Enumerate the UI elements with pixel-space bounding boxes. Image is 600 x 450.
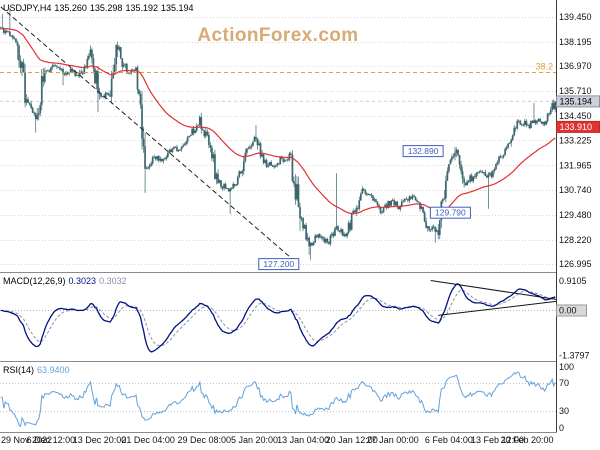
macd-value-signal: 0.3032 <box>99 276 127 286</box>
macd-indicator-label: MACD(12,26,9) 0.3023 0.3032 <box>3 276 130 286</box>
time-tick-label: 6 Feb 04:00 <box>425 435 473 445</box>
svg-text:135.194: 135.194 <box>560 96 593 106</box>
time-tick-label: 21 Dec 04:00 <box>121 435 175 445</box>
time-tick-label: 13 Dec 20:00 <box>73 435 127 445</box>
main-chart-overlays: 38.2 127.200 132.890 129.790 <box>0 6 556 271</box>
ohlc-high: 135.298 <box>89 3 123 13</box>
time-tick-label: 13 Jan 04:00 <box>277 435 329 445</box>
time-tick-label: 20 Feb 20:00 <box>500 435 553 445</box>
macd-tick-label: -1.3797 <box>559 350 590 360</box>
price-tick-label: 129.480 <box>559 210 592 220</box>
time-tick-label: 29 Nov 2022 <box>1 435 52 445</box>
price-tick-label: 136.970 <box>559 61 592 71</box>
macd-panel <box>0 280 557 353</box>
ohlc-open: 135.260 <box>54 3 87 13</box>
macd-trendline <box>438 300 557 316</box>
macd-trendline <box>430 280 557 300</box>
panel-separators <box>0 272 600 433</box>
price-axis[interactable]: 139.450 138.195 136.970 135.710 134.450 133.2… <box>556 0 600 433</box>
macd-tick-label: 0.00 <box>559 306 577 316</box>
symbol-period: USDJPY,H4 <box>3 3 52 13</box>
macd-value-main: 0.3023 <box>68 276 97 286</box>
price-tick-label: 133.225 <box>559 136 592 146</box>
price-tick-label: 134.450 <box>559 111 592 121</box>
rsi-panel <box>0 371 556 428</box>
price-tick-label: 126.995 <box>559 259 592 269</box>
macd-zero-label-box <box>556 304 587 317</box>
watermark: ActionForex.com <box>197 25 359 46</box>
rsi-value: 63.9400 <box>37 365 70 375</box>
price-annotation-box <box>429 206 471 219</box>
time-tick-label: 13 Feb 12:00 <box>471 435 524 445</box>
macd-signal-line <box>0 289 556 347</box>
descending-trendline <box>0 6 293 260</box>
fib-382-label: 38.2 <box>535 62 553 72</box>
price-annotation-box <box>402 145 444 158</box>
svg-text:129.790: 129.790 <box>435 208 466 218</box>
ohlc-low: 135.192 <box>125 3 158 13</box>
price-tick-label: 131.965 <box>559 161 592 171</box>
ohlc-close: 135.194 <box>161 3 194 13</box>
rsi-line <box>0 371 556 428</box>
price-tick-label: 138.195 <box>559 37 592 47</box>
price-tick-label: 128.220 <box>559 235 592 245</box>
symbol-ohlc-info: USDJPY,H4 135.260 135.298 135.192 135.194 <box>3 3 197 13</box>
time-tick-label: 20 Jan 12:00 <box>326 435 378 445</box>
svg-text:127.200: 127.200 <box>263 259 294 269</box>
rsi-tick-label: 70 <box>559 378 569 388</box>
rsi-tick-label: 0 <box>559 423 564 433</box>
candlestick-series <box>0 7 557 260</box>
price-tick-label: 130.740 <box>559 185 592 195</box>
svg-text:132.890: 132.890 <box>408 146 439 156</box>
grid <box>0 17 556 265</box>
rsi-tick-label: 100 <box>559 362 574 372</box>
time-tick-label: 5 Jan 20:00 <box>231 435 278 445</box>
svg-text:133.910: 133.910 <box>560 122 593 132</box>
time-tick-label: 29 Dec 08:00 <box>178 435 232 445</box>
macd-main-line <box>0 283 556 353</box>
macd-name: MACD(12,26,9) <box>3 276 66 286</box>
time-tick-label: 27 Jan 00:00 <box>367 435 419 445</box>
price-tick-label: 139.450 <box>559 12 592 22</box>
macd-tick-label: 0.9105 <box>559 276 587 286</box>
rsi-name: RSI(14) <box>3 365 35 375</box>
rsi-indicator-label: RSI(14) 63.9400 <box>3 365 73 375</box>
price-tick-label: 135.710 <box>559 86 592 96</box>
time-tick-label: 6 Dec 12:00 <box>27 435 76 445</box>
rsi-tick-label: 30 <box>559 406 569 416</box>
moving-average-line <box>0 27 556 215</box>
price-annotation-box <box>258 258 300 271</box>
